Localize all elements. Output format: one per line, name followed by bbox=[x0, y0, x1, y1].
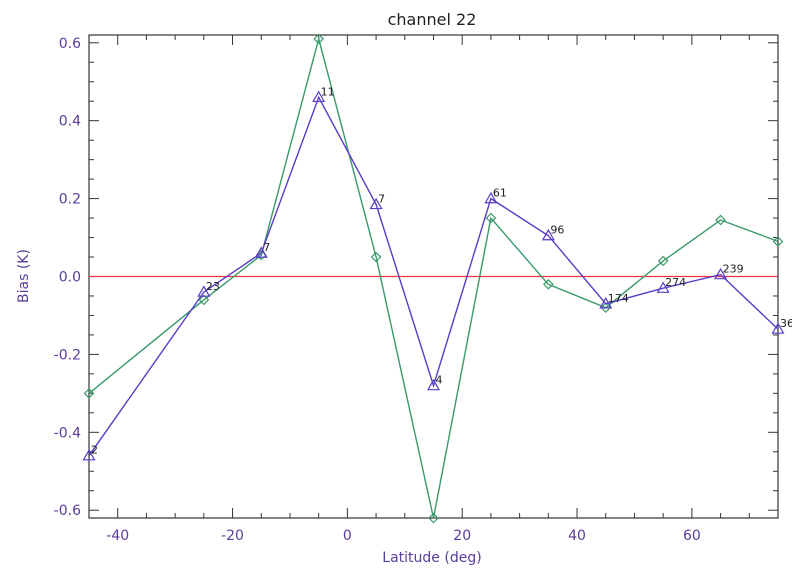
triangle-marker bbox=[254, 246, 268, 258]
point-count-label: 96 bbox=[550, 224, 564, 237]
point-count-label: 7 bbox=[378, 192, 385, 205]
triangle-marker bbox=[771, 322, 785, 334]
point-count-label: 11 bbox=[321, 85, 335, 98]
series-2-line bbox=[88, 95, 779, 457]
x-tick-label: 0 bbox=[343, 528, 352, 544]
y-tick-label: 0.4 bbox=[59, 114, 81, 130]
diamond-marker bbox=[313, 33, 325, 45]
point-count-label: 274 bbox=[665, 276, 686, 289]
point-count-label: 23 bbox=[206, 280, 220, 293]
series-1-line bbox=[88, 36, 779, 519]
diamond-marker bbox=[542, 278, 554, 290]
diamond-marker bbox=[83, 388, 95, 399]
diamond-marker bbox=[428, 512, 439, 524]
triangle-marker bbox=[312, 90, 326, 103]
x-tick-label: -40 bbox=[106, 528, 129, 544]
x-tick-label: 20 bbox=[453, 528, 471, 544]
triangle-marker bbox=[197, 285, 211, 297]
diamond-marker bbox=[600, 302, 612, 314]
chart-title: channel 22 bbox=[388, 10, 477, 29]
series-layer bbox=[82, 33, 785, 524]
x-tick-label: -20 bbox=[221, 528, 244, 544]
point-count-label: 174 bbox=[608, 292, 629, 305]
point-count-label: 2 bbox=[91, 444, 98, 457]
point-count-label: 4 bbox=[436, 374, 443, 387]
diamond-marker bbox=[772, 236, 784, 247]
triangle-marker bbox=[82, 448, 96, 461]
diamond-marker bbox=[370, 251, 382, 263]
y-tick-label: -0.6 bbox=[54, 503, 81, 519]
triangle-marker bbox=[656, 281, 670, 293]
y-tick-labels: -0.6 -0.4 -0.2 0.0 0.2 0.4 0.6 bbox=[54, 36, 81, 519]
point-count-label: 239 bbox=[723, 263, 744, 276]
diamond-marker bbox=[715, 214, 726, 226]
triangle-marker bbox=[484, 191, 498, 204]
point-labels: 2 23 7 11 7 4 61 96 174 274 239 36 bbox=[91, 85, 792, 456]
y-tick-label: 0.2 bbox=[59, 192, 81, 208]
x-tick-labels: -40 -20 0 20 40 60 bbox=[106, 528, 701, 544]
x-tick-label: 60 bbox=[683, 528, 701, 544]
y-tick-label: -0.4 bbox=[54, 425, 81, 441]
y-tick-label: 0.0 bbox=[59, 270, 81, 286]
diamond-marker bbox=[657, 255, 669, 267]
triangle-marker bbox=[541, 228, 555, 241]
triangle-marker bbox=[714, 267, 728, 280]
x-axis-label: Latitude (deg) bbox=[382, 550, 481, 566]
y-axis-label: Bias (K) bbox=[16, 249, 32, 303]
point-count-label: 36 bbox=[780, 317, 792, 330]
y-tick-label: 0.6 bbox=[59, 36, 81, 52]
point-count-label: 61 bbox=[493, 187, 507, 200]
diamond-marker bbox=[485, 212, 497, 224]
triangle-marker bbox=[426, 378, 441, 391]
x-tick-label: 40 bbox=[568, 528, 586, 544]
triangle-marker bbox=[599, 297, 613, 309]
triangle-marker bbox=[369, 197, 383, 210]
y-tick-label: -0.2 bbox=[54, 347, 81, 363]
diamond-marker bbox=[198, 294, 210, 306]
point-count-label: 7 bbox=[263, 241, 270, 254]
